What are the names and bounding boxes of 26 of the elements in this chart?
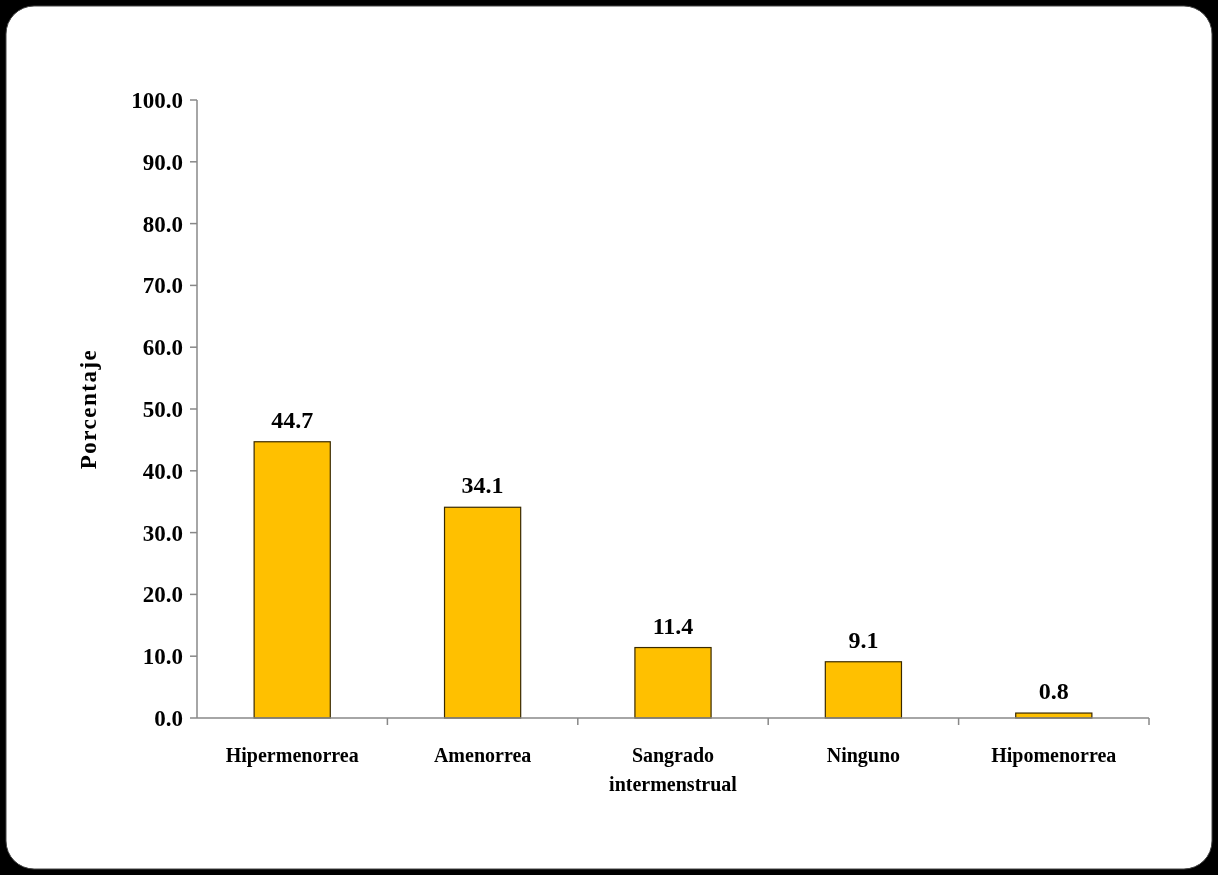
y-tick-label: 90.0 [142, 149, 183, 175]
y-tick-label: 30.0 [142, 520, 183, 546]
y-tick-label: 50.0 [142, 397, 183, 423]
data-label: 34.1 [461, 472, 504, 499]
x-tick-label: Ninguno [826, 744, 901, 767]
x-tick-label: Sangrado intermenstrual [609, 744, 738, 795]
data-label: 9.1 [848, 626, 879, 653]
y-axis-title: Porcentaje [76, 348, 101, 470]
y-tick-label: 0.0 [154, 706, 183, 732]
bar [634, 646, 712, 719]
bar [443, 506, 522, 719]
y-tick-label: 80.0 [142, 211, 183, 237]
y-tick-label: 40.0 [142, 458, 183, 484]
bar [824, 661, 903, 719]
y-tick-label: 10.0 [142, 644, 183, 670]
data-label: 0.8 [1038, 678, 1069, 705]
data-label: 11.4 [652, 612, 694, 639]
bar [253, 441, 331, 719]
data-label: 44.7 [271, 406, 314, 433]
x-tick-label: Hipermenorrea [225, 744, 359, 767]
x-tick-label: Hipomenorrea [991, 744, 1117, 767]
y-tick-label: 100.0 [131, 88, 183, 114]
y-tick-label: 20.0 [142, 582, 183, 608]
x-tick-label: Amenorrea [433, 744, 532, 766]
y-tick-label: 70.0 [142, 273, 183, 299]
y-tick-label: 60.0 [142, 335, 183, 361]
